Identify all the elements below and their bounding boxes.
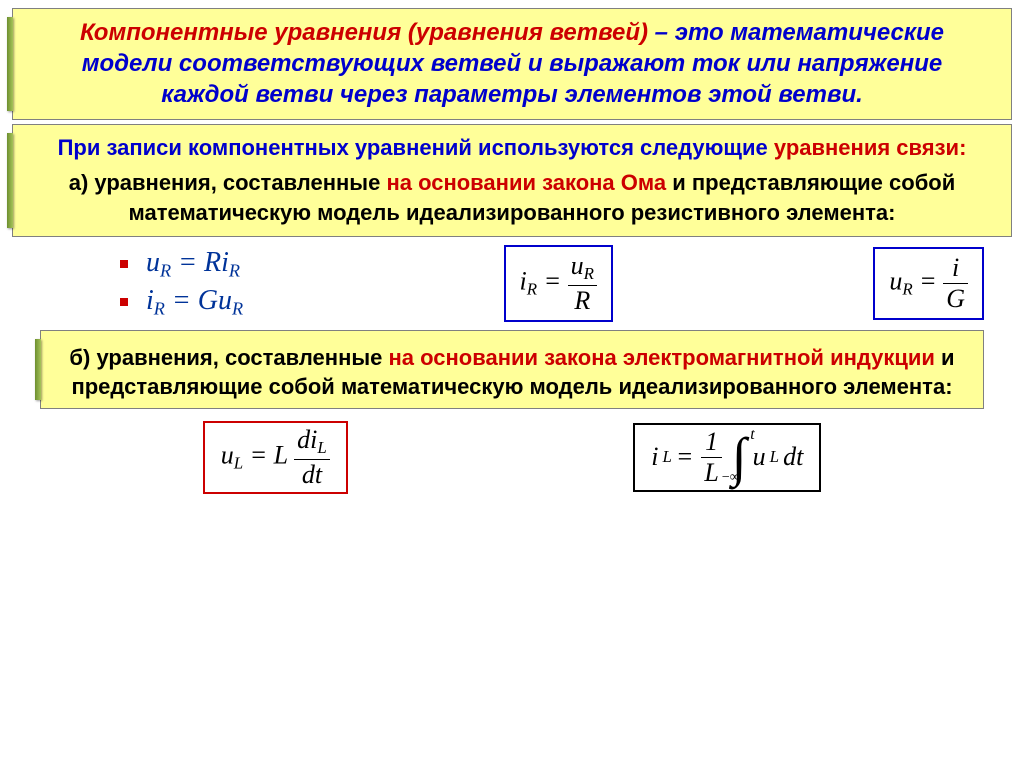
equation-row-a: uR = RiR iR = GuR iR = uRR uR = iG xyxy=(0,241,1024,326)
block-a-intro: При записи компонентных уравнений исполь… xyxy=(43,133,981,163)
intro-pre: При записи компонентных уравнений исполь… xyxy=(58,135,774,160)
b-pre: б) уравнения, составленные xyxy=(69,345,388,370)
formula-box-ir: iR = uRR xyxy=(504,245,613,322)
bullet-icon xyxy=(120,260,128,268)
bullet-equations: uR = RiR iR = GuR xyxy=(120,245,243,321)
block-b-text: б) уравнения, составленные на основании … xyxy=(61,343,963,402)
formula-u-eq-ri: uR = RiR xyxy=(146,247,240,281)
bullet-line-2: iR = GuR xyxy=(120,283,243,321)
a-red: на основании закона Ома xyxy=(386,170,666,195)
title-text: Компонентные уравнения (уравнения ветвей… xyxy=(43,17,981,111)
title-red-term: Компонентные уравнения (уравнения ветвей… xyxy=(80,19,648,46)
formula-box-ul: uL = L diLdt xyxy=(203,421,348,494)
formula-box-il: iL = 1L ∫t−∞ uLdt xyxy=(633,423,821,492)
accent-bar xyxy=(7,133,13,228)
a-pre: а) уравнения, составленные xyxy=(69,170,387,195)
formula-box-ur: uR = iG xyxy=(873,247,984,320)
block-a: При записи компонентных уравнений исполь… xyxy=(12,124,1012,237)
accent-bar xyxy=(7,17,13,111)
equation-row-b: uL = L diLdt iL = 1L ∫t−∞ uLdt xyxy=(0,413,1024,498)
b-red: на основании закона электромагнитной инд… xyxy=(389,345,935,370)
accent-bar xyxy=(35,339,41,400)
block-b: б) уравнения, составленные на основании … xyxy=(40,330,984,409)
formula-i-eq-gu: iR = GuR xyxy=(146,285,243,319)
title-box: Компонентные уравнения (уравнения ветвей… xyxy=(12,8,1012,120)
block-a-text: а) уравнения, составленные на основании … xyxy=(43,168,981,227)
bullet-icon xyxy=(120,298,128,306)
bullet-line-1: uR = RiR xyxy=(120,245,243,283)
intro-red: уравнения связи: xyxy=(774,135,967,160)
